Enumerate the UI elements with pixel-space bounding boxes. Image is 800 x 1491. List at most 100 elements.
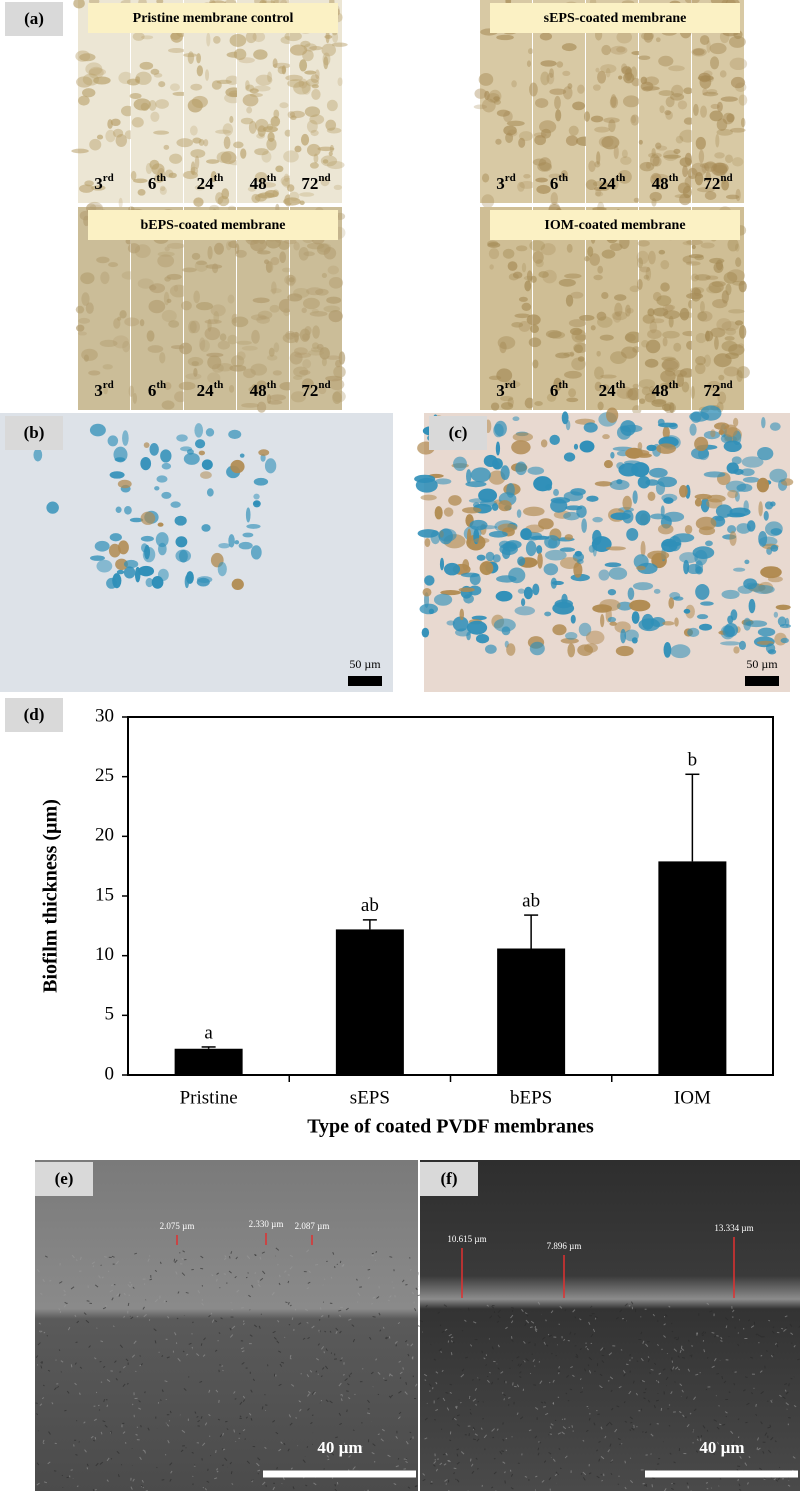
sem-texture xyxy=(284,1270,287,1273)
sem-texture xyxy=(42,1384,45,1387)
biofouling-spot xyxy=(243,368,256,379)
biofouling-spot xyxy=(725,154,733,163)
biofouling-spot xyxy=(185,373,202,380)
biofouling-spot xyxy=(570,291,584,299)
day-label: 48th xyxy=(250,172,277,193)
sem-texture xyxy=(460,1374,465,1378)
sem-texture xyxy=(588,1472,592,1475)
stained-cell xyxy=(94,540,110,552)
stained-cell xyxy=(154,486,160,491)
sem-texture xyxy=(248,1294,251,1298)
sem-texture xyxy=(582,1439,585,1442)
sem-texture xyxy=(541,1336,546,1340)
biofouling-spot xyxy=(313,153,319,164)
sem-texture xyxy=(537,1447,540,1451)
biofouling-spot xyxy=(193,290,200,304)
biofouling-spot xyxy=(594,381,602,392)
sem-texture xyxy=(640,1358,644,1362)
biofouling-spot xyxy=(532,359,539,369)
biofouling-spot xyxy=(102,364,113,370)
biofouling-spot xyxy=(205,264,223,269)
stained-cell xyxy=(536,545,543,555)
biofouling-spot xyxy=(146,330,155,342)
sem-texture xyxy=(737,1436,740,1439)
sem-texture xyxy=(273,1336,277,1340)
biofouling-spot xyxy=(199,337,206,351)
sem-texture xyxy=(115,1378,118,1381)
sem-texture xyxy=(517,1363,520,1367)
sem-texture xyxy=(759,1335,763,1338)
biofouling-spot xyxy=(223,136,231,150)
sem-texture xyxy=(575,1355,579,1359)
sem-texture xyxy=(510,1473,514,1477)
stained-cell xyxy=(498,500,512,512)
sem-texture xyxy=(142,1449,146,1452)
sem-texture xyxy=(630,1301,634,1305)
sem-texture xyxy=(526,1313,529,1317)
biofouling-spot xyxy=(597,70,607,84)
biofouling-spot xyxy=(686,239,703,246)
y-tick-label: 15 xyxy=(95,884,114,905)
biofouling-spot xyxy=(252,31,266,43)
biofouling-spot xyxy=(675,135,684,144)
biofouling-spot xyxy=(705,330,710,342)
sem-texture xyxy=(632,1380,635,1384)
sem-texture xyxy=(154,1269,158,1272)
stained-cell xyxy=(500,465,510,481)
sem-texture xyxy=(140,1363,143,1366)
sem-texture xyxy=(552,1458,556,1462)
sem-texture xyxy=(519,1363,523,1367)
biofouling-spot xyxy=(309,46,323,51)
sem-texture xyxy=(524,1475,528,1478)
day-label: 24th xyxy=(599,379,626,400)
sem-texture xyxy=(543,1341,546,1345)
biofouling-spot xyxy=(105,129,116,143)
sem-texture xyxy=(409,1437,412,1441)
biofouling-spot xyxy=(682,185,692,199)
sem-texture xyxy=(40,1330,43,1333)
biofouling-spot xyxy=(650,172,662,187)
biofouling-spot xyxy=(229,364,247,372)
biofouling-spot xyxy=(194,184,206,191)
biofouling-spot xyxy=(196,53,201,64)
sem-texture xyxy=(202,1442,206,1447)
biofouling-spot xyxy=(664,402,676,414)
sem-texture xyxy=(650,1453,652,1455)
sem-texture xyxy=(313,1482,317,1486)
biofouling-spot xyxy=(631,115,637,124)
biofouling-spot xyxy=(163,144,170,150)
biofouling-spot xyxy=(503,125,517,136)
biofouling-spot xyxy=(668,65,685,72)
sem-texture xyxy=(511,1339,514,1342)
biofouling-spot xyxy=(730,127,746,133)
stained-cell xyxy=(186,571,194,584)
sem-texture xyxy=(204,1488,207,1491)
biofouling-spot xyxy=(332,31,339,43)
day-number: 48 xyxy=(652,174,669,193)
day-number: 72 xyxy=(703,174,720,193)
stained-cell xyxy=(620,628,627,644)
sem-texture xyxy=(41,1397,45,1400)
stained-cell xyxy=(174,515,187,526)
stained-cell xyxy=(706,498,723,509)
biofouling-spot xyxy=(196,65,204,77)
stained-cell xyxy=(443,507,454,517)
sem-texture xyxy=(674,1381,676,1383)
sem-texture xyxy=(228,1270,232,1274)
sem-texture xyxy=(339,1260,342,1264)
sem-texture xyxy=(40,1365,43,1369)
biofouling-spot xyxy=(88,370,101,376)
error-bar xyxy=(685,773,700,862)
biofouling-spot xyxy=(270,257,280,266)
biofouling-spot xyxy=(484,90,490,100)
sem-texture xyxy=(716,1441,720,1445)
sem-texture xyxy=(585,1429,589,1432)
biofouling-spot xyxy=(163,382,172,390)
sem-texture xyxy=(395,1436,398,1439)
membrane-strip xyxy=(290,0,342,203)
stained-cell xyxy=(245,507,251,523)
biofouling-spot xyxy=(592,84,601,91)
stained-cell xyxy=(466,631,471,641)
scale-bar-label: 40 µm xyxy=(699,1438,744,1457)
